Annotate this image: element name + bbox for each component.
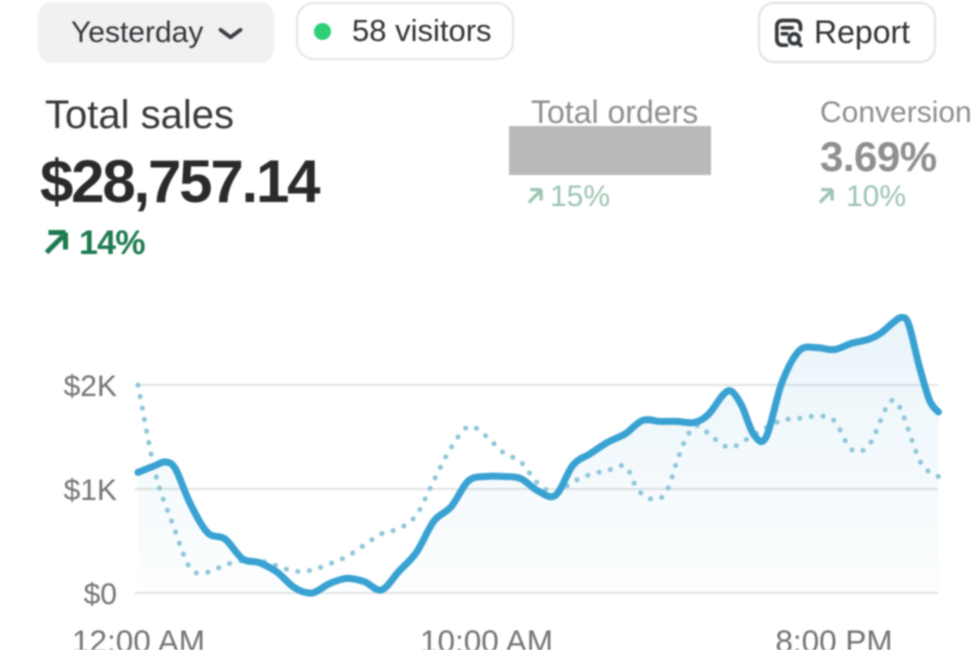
svg-text:12:00 AM: 12:00 AM <box>72 623 205 650</box>
svg-text:$1K: $1K <box>64 474 117 507</box>
svg-text:10:00 AM: 10:00 AM <box>420 623 553 650</box>
svg-text:8:00 PM: 8:00 PM <box>775 623 892 650</box>
svg-text:$0: $0 <box>84 578 117 611</box>
svg-text:$2K: $2K <box>64 370 117 403</box>
